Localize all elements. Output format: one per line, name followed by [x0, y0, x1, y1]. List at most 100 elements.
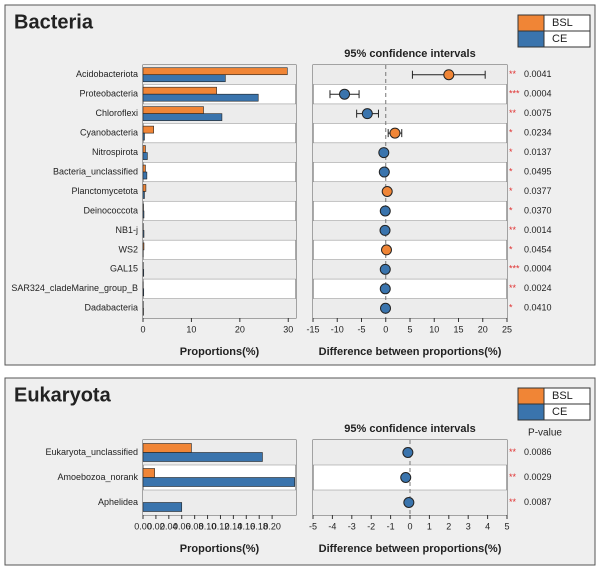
- bar: [142, 210, 145, 219]
- x-tick-label: 3: [466, 521, 471, 531]
- significance: *: [509, 147, 513, 157]
- x-tick-label: 0.20: [263, 521, 281, 531]
- bar: [142, 86, 217, 95]
- bar: [142, 242, 145, 251]
- row-band: [313, 220, 507, 241]
- category-label: Amoebozoa_norank: [57, 472, 138, 482]
- legend-swatch: [517, 387, 545, 405]
- bar: [142, 171, 148, 180]
- significance: **: [509, 472, 517, 482]
- category-label: Eukaryota_unclassified: [45, 447, 138, 457]
- row-band: [313, 103, 507, 124]
- bar: [142, 269, 145, 277]
- bar: [142, 184, 147, 192]
- significance: **: [509, 497, 517, 507]
- row-band: [143, 259, 296, 280]
- row-band: [313, 259, 507, 280]
- significance: **: [509, 108, 517, 118]
- p-header: P-value: [528, 428, 562, 439]
- p-value: 0.0024: [524, 283, 552, 293]
- x-tick-label: 10: [186, 324, 196, 334]
- x-tick-label: 20: [478, 324, 488, 334]
- p-value: 0.0454: [524, 244, 552, 254]
- x-tick-label: -15: [306, 324, 319, 334]
- x-tick-label: -10: [331, 324, 344, 334]
- significance: *: [509, 244, 513, 254]
- x-tick-label: 2: [446, 521, 451, 531]
- ci-title: 95% confidence intervals: [344, 423, 475, 435]
- category-label: Cyanobacteria: [80, 127, 138, 137]
- x-tick-label: 0.08: [186, 521, 204, 531]
- bar: [142, 288, 145, 297]
- significance: **: [509, 447, 517, 457]
- x-tick-label: -2: [367, 521, 375, 531]
- x-tick-label: 4: [485, 521, 490, 531]
- p-value: 0.0495: [524, 166, 552, 176]
- ci-title: 95% confidence intervals: [344, 48, 475, 60]
- bar: [142, 74, 226, 83]
- x-tick-label: 10: [429, 324, 439, 334]
- x-tick-label: -3: [348, 521, 356, 531]
- significance: **: [509, 283, 517, 293]
- diff-point: [402, 447, 414, 458]
- category-label: Acidobacteriota: [76, 69, 138, 79]
- significance: ***: [509, 89, 520, 99]
- x-tick-label: 5: [407, 324, 412, 334]
- legend-swatch: [517, 14, 545, 32]
- x-tick-label: -5: [357, 324, 365, 334]
- p-value: 0.0075: [524, 108, 552, 118]
- category-label: Bacteria_unclassified: [53, 166, 138, 176]
- x-tick-label: 0: [383, 324, 388, 334]
- significance: **: [509, 69, 517, 79]
- bar: [142, 93, 259, 102]
- legend-label: CE: [552, 33, 567, 45]
- category-label: GAL15: [110, 264, 138, 274]
- p-value: 0.0004: [524, 89, 552, 99]
- bar: [142, 443, 192, 453]
- bar: [142, 125, 154, 134]
- category-label: Aphelidea: [98, 497, 138, 507]
- bar: [142, 477, 296, 487]
- bar: [142, 164, 146, 173]
- significance: *: [509, 166, 513, 176]
- diff-point: [443, 69, 455, 81]
- category-label: SAR324_cladeMarine_group_B: [11, 283, 138, 293]
- row-band: [313, 298, 507, 318]
- bar: [142, 145, 146, 153]
- diff-point: [400, 472, 412, 483]
- panel-title: Bacteria: [14, 11, 94, 33]
- legend-label: BSL: [552, 17, 573, 29]
- diff-point: [378, 166, 390, 178]
- x-tick-label: 0.02: [147, 521, 165, 531]
- x-tick-label: 0.14: [225, 521, 243, 531]
- x-axis-label: Difference between proportions(%): [319, 346, 502, 358]
- p-value: 0.0086: [524, 447, 552, 457]
- significance: ***: [509, 264, 520, 274]
- significance: *: [509, 186, 513, 196]
- diff-point: [379, 224, 391, 236]
- x-tick-label: -1: [387, 521, 395, 531]
- bar: [142, 113, 223, 121]
- bar: [142, 67, 288, 76]
- bar: [142, 230, 145, 238]
- diff-point: [389, 127, 401, 139]
- legend-swatch: [517, 30, 545, 48]
- p-value: 0.0137: [524, 147, 552, 157]
- diff-point: [378, 147, 390, 159]
- x-tick-label: 0: [407, 521, 412, 531]
- category-label: Nitrospirota: [92, 147, 138, 157]
- legend-box: [543, 403, 591, 421]
- panel-title: Eukaryota: [14, 384, 112, 406]
- category-label: WS2: [118, 244, 138, 254]
- category-label: Planctomycetota: [71, 186, 138, 196]
- x-tick-label: 25: [502, 324, 512, 334]
- diff-point: [381, 186, 393, 197]
- bar: [142, 452, 263, 462]
- bar: [142, 468, 155, 478]
- significance: **: [509, 225, 517, 235]
- row-band: [143, 142, 296, 163]
- row-band: [143, 181, 296, 202]
- legend-label: CE: [552, 406, 567, 418]
- p-value: 0.0410: [524, 303, 552, 313]
- diff-point: [361, 108, 373, 120]
